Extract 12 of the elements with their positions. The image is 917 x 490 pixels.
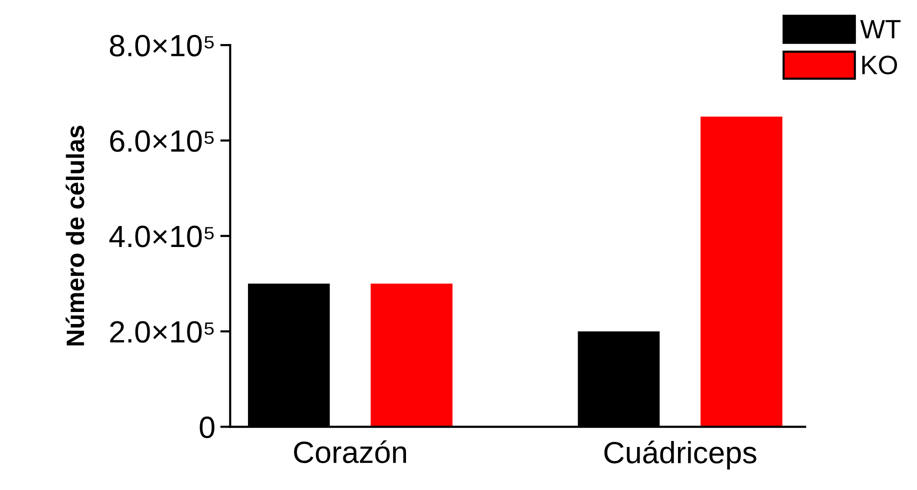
x-tick-label: Corazón	[294, 440, 406, 464]
y-axis-title: Número de células	[66, 126, 84, 346]
y-tick-label: 2.0×10⁵	[110, 321, 214, 343]
y-tick-label: 4.0×10⁵	[109, 226, 214, 248]
y-tick-label: 0	[200, 416, 214, 438]
bar	[370, 284, 452, 427]
bar	[700, 116, 782, 427]
y-tick-label: 8.0×10⁵	[110, 34, 214, 56]
legend-label: WT	[860, 20, 901, 38]
legend-label: KO	[862, 56, 898, 74]
y-tick-label: 6.0×10⁵	[110, 130, 214, 152]
x-tick-label: Cuádriceps	[604, 440, 756, 470]
